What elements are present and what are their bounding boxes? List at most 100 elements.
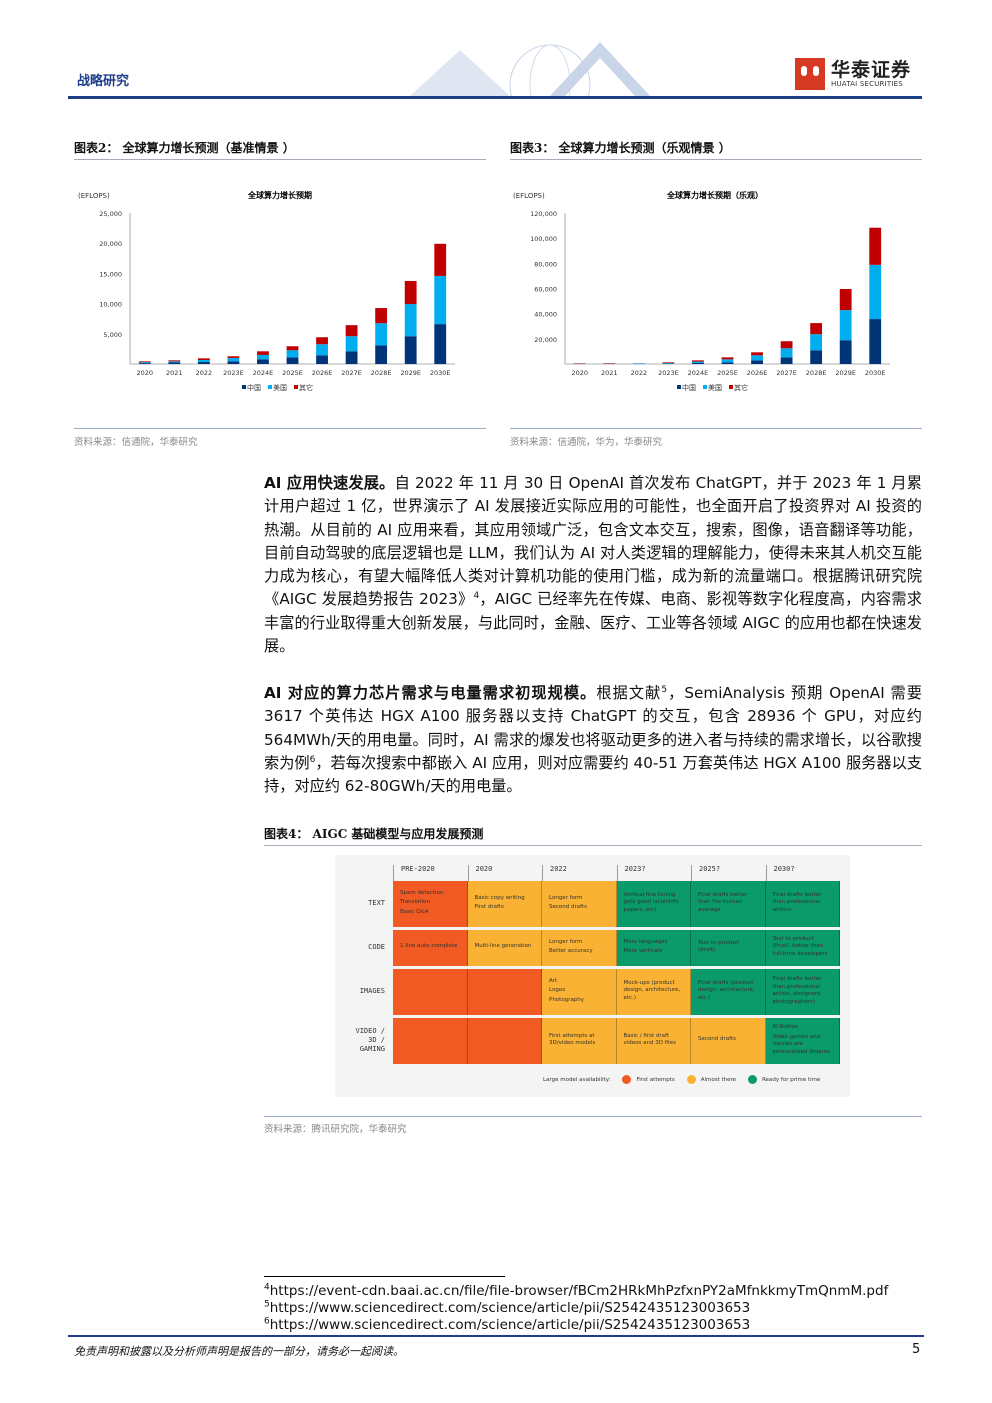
bar-其它-2021 [168, 360, 181, 362]
cell-ready: Final drafts better than the human avera… [691, 881, 766, 927]
legend-swatch [677, 385, 681, 389]
footnote-number: 5 [264, 1299, 270, 1310]
para-text: 自 2022 年 11 月 30 日 OpenAI 首次发布 ChatGPT，并… [264, 474, 922, 609]
bar-中国-2025E [286, 357, 299, 364]
footnote-ref[interactable]: 4 [473, 591, 480, 602]
bar-美国-2023E [227, 357, 240, 362]
bar-其它-2029E [839, 289, 852, 311]
page-number: 5 [912, 1342, 921, 1357]
footnote-ref[interactable]: 5 [661, 684, 668, 695]
column-header: 2025? [691, 865, 720, 881]
bar-中国-2024E [257, 359, 269, 364]
bar-美国-2021 [168, 361, 181, 363]
cell-almost: Longer form Second drafts [542, 881, 617, 927]
bar-中国-2030E [434, 324, 447, 364]
x-tick-label: 2030E [865, 369, 886, 377]
bar-其它-2020 [138, 361, 151, 363]
footnote-link[interactable]: https://www.sciencedirect.com/science/ar… [269, 1300, 751, 1316]
fig4-source: 资料来源：腾讯研究院，华泰研究 [264, 1116, 922, 1135]
bar-其它-2029E [404, 280, 417, 305]
legend-label: 其它 [299, 383, 313, 392]
legend-swatch [268, 385, 272, 389]
legend-label: 美国 [708, 383, 722, 392]
footnote-4[interactable]: 4https://event-cdn.baai.ac.cn/file/file-… [264, 1283, 888, 1299]
footnote-ref[interactable]: 6 [309, 754, 316, 765]
footnote-link[interactable]: https://event-cdn.baai.ac.cn/file/file-b… [269, 1283, 889, 1299]
bar-中国-2021 [168, 362, 181, 364]
fig3-source: 资料来源：信通院，华为，华泰研究 [510, 428, 922, 448]
bar-其它-2028E [375, 308, 388, 324]
legend-dot-icon [622, 1075, 632, 1084]
aigc-grid: Spam detection Translation Basic Q&A Basic … [393, 881, 840, 1064]
cell-first [393, 969, 468, 1015]
x-tick-label: 2023E [658, 369, 679, 377]
chart-baseline: (EFLOPS) 全球算力增长预期 25,000 20,000 15,000 10,000… [78, 190, 455, 392]
cell-almost: Second drafts [691, 1018, 766, 1064]
bar-其它-2026E [751, 352, 763, 356]
bar-其它-2024E [257, 351, 269, 355]
y-axis-unit: (EFLOPS) [78, 192, 110, 200]
cell-almost: Multi-line generation [467, 930, 542, 966]
cell-ready: Final drafts better than professional ar… [765, 969, 840, 1015]
bar-中国-2028E [375, 345, 388, 364]
bar-美国-2028E [375, 323, 388, 346]
footer-divider [68, 1335, 924, 1337]
cell-first: Spam detection Translation Basic Q&A [393, 881, 468, 927]
x-tick-label: 2020 [136, 369, 153, 377]
para-text: ，AIGC 已经率先在传媒、电商、影视等数字化程度高，内容需求丰富的行业取得重大… [264, 590, 922, 656]
x-tick-label: 2025E [282, 369, 303, 377]
y-tick-label: 10,000 [99, 301, 122, 309]
bar-其它-2025E [721, 357, 734, 360]
cell-almost: First attempts at 3D/video models [542, 1018, 617, 1064]
footnote-6[interactable]: 6https://www.sciencedirect.com/science/a… [264, 1317, 750, 1333]
bar-中国-2024E [692, 362, 704, 364]
row-label: IMAGES [359, 987, 385, 995]
bar-中国-2020 [138, 363, 151, 364]
bar-美国-2024E [257, 354, 269, 360]
footer-disclaimer: 免责声明和披露以及分析师声明是报告的一部分，请务必一起阅读。 [74, 1345, 404, 1358]
row-label: TEXT [368, 899, 385, 907]
bar-中国-2022 [197, 362, 210, 364]
section-title: 战略研究 [77, 74, 130, 89]
footnote-divider [264, 1276, 505, 1277]
x-tick-label: 2021 [601, 369, 618, 377]
footnote-5[interactable]: 5https://www.sciencedirect.com/science/a… [264, 1300, 750, 1316]
chart-title: 全球算力增长预期 [247, 190, 312, 200]
para-text: ，SemiAnalysis 预期 OpenAI 需要 3617 个英伟达 HGX… [264, 684, 922, 772]
legend-swatch [729, 385, 733, 389]
paragraph-ai-apps: AI 应用快速发展。自 2022 年 11 月 30 日 OpenAI 首次发布… [264, 472, 922, 658]
bar-其它-2030E [434, 243, 447, 276]
cell-almost: Longer form Better accuracy [542, 930, 617, 966]
x-tick-label: 2024E [253, 369, 274, 377]
cell-first [467, 969, 542, 1015]
x-tick-label: 2025E [717, 369, 738, 377]
cell-first [467, 1018, 542, 1064]
legend-title: Large model availability: [543, 1076, 611, 1083]
y-tick-label: 25,000 [99, 210, 122, 218]
bar-其它-2023E [227, 356, 240, 358]
legend-first: First attempts [622, 1075, 675, 1084]
bar-美国-2029E [839, 310, 852, 341]
bar-美国-2026E [316, 344, 328, 356]
legend-swatch [294, 385, 298, 389]
fig2-title: 图表2： 全球算力增长预测（基准情景 ） [74, 139, 486, 160]
bar-美国-2022 [632, 363, 645, 364]
y-axis-unit: (EFLOPS) [513, 192, 545, 200]
bar-中国-2030E [869, 319, 882, 364]
bar-美国-2020 [138, 362, 151, 364]
legend-swatch [703, 385, 707, 389]
y-tick-label: 5,000 [103, 331, 122, 339]
bar-中国-2027E [780, 357, 793, 364]
cell-ready: Text to product (draft) [691, 930, 766, 966]
paragraph-compute-power: AI 对应的算力芯片需求与电量需求初现规模。根据文献5，SemiAnalysis… [264, 682, 922, 798]
bar-美国-2029E [404, 304, 417, 337]
legend-dot-icon [748, 1075, 758, 1084]
y-tick-label: 80,000 [534, 260, 557, 268]
bar-中国-2028E [810, 350, 823, 364]
bar-美国-2027E [780, 348, 793, 358]
bar-其它-2027E [345, 325, 358, 337]
footnote-link[interactable]: https://www.sciencedirect.com/science/ar… [269, 1317, 751, 1333]
y-tick-label: 15,000 [99, 270, 122, 278]
bar-美国-2025E [286, 350, 299, 358]
cell-almost: Art Logos Photography [542, 969, 617, 1015]
